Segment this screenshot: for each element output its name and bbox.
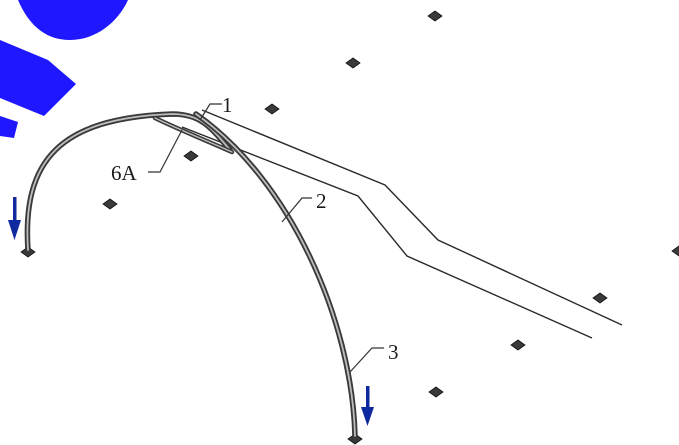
leader-1 [199, 103, 222, 121]
callout-label-2: 2 [316, 189, 327, 213]
floor-pad [427, 10, 443, 22]
callout-label-3: 3 [388, 340, 399, 364]
floor-pad [347, 433, 363, 445]
floor-pad [345, 57, 361, 69]
rail-line-lower [181, 126, 593, 339]
brand-shape-top [0, 0, 128, 40]
leader-6a [148, 129, 183, 173]
floor-pad [102, 198, 118, 210]
floor-pad [592, 292, 608, 304]
tube-frame [24, 111, 358, 439]
floor-pad [510, 339, 526, 351]
callout-label-6a: 6A [111, 161, 138, 185]
ground-rails [181, 109, 623, 339]
brand-shape-middle [0, 40, 76, 116]
rail-line-upper [201, 109, 623, 326]
brand-shape-small [0, 116, 18, 138]
down-arrow-icon [361, 386, 374, 426]
leader-3 [349, 347, 384, 373]
callout-label-1: 1 [222, 93, 233, 117]
floor-pad [264, 103, 280, 115]
main-tube-highlight [195, 113, 356, 437]
branch-tube-highlight [154, 117, 233, 153]
brand-shape [0, 0, 128, 138]
down-arrow-icon [8, 197, 21, 240]
floor-pad [428, 386, 444, 398]
floor-pad [671, 245, 679, 257]
floor-pad [183, 150, 199, 162]
leader-2 [281, 197, 312, 223]
leader-lines [148, 103, 384, 373]
